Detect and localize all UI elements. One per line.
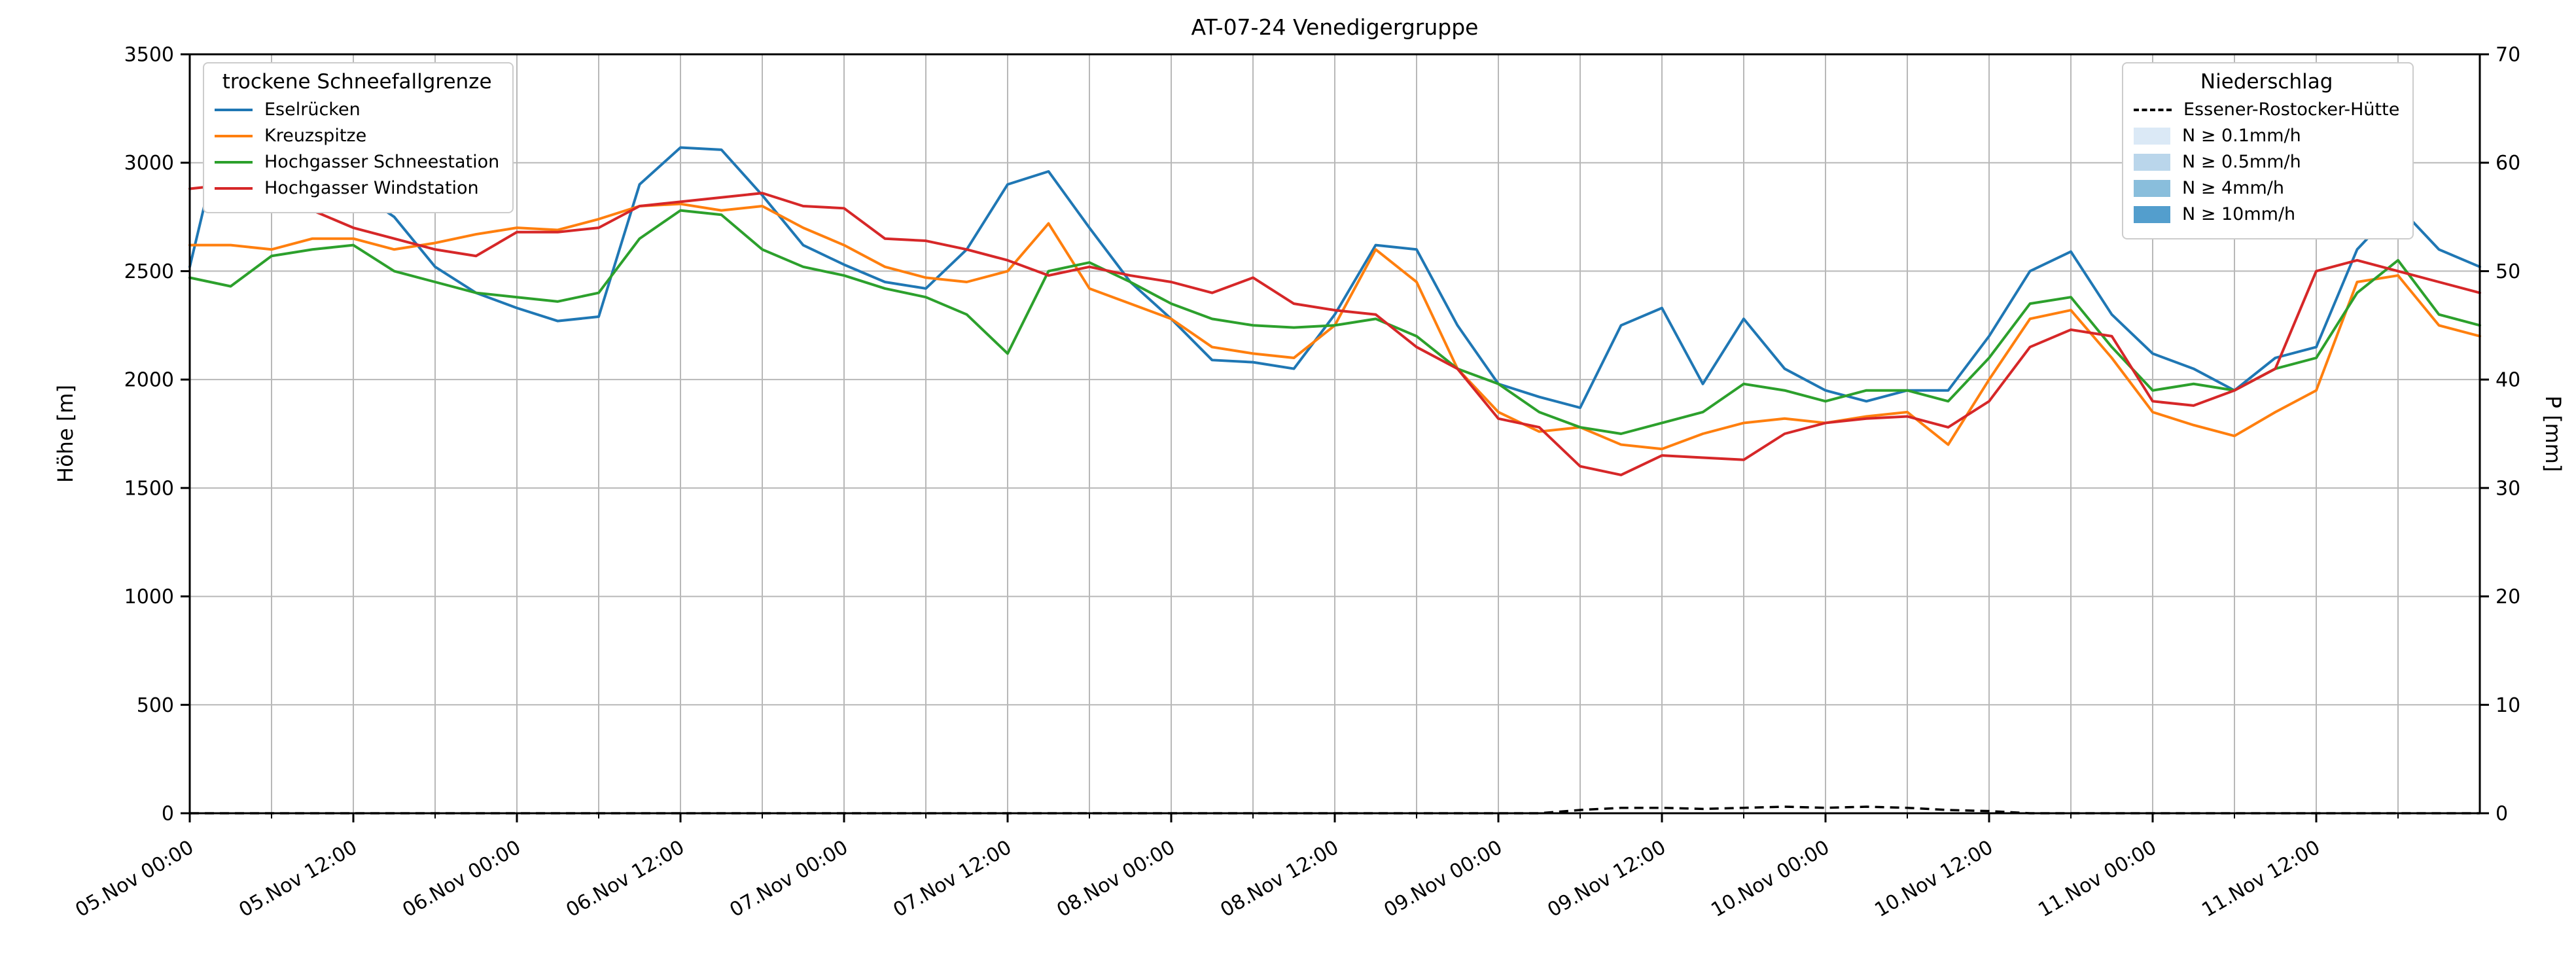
y-axis-label-right: P [mm] bbox=[2541, 395, 2566, 472]
legend-line-swatch bbox=[215, 186, 253, 190]
legend-item-label: Kreuzspitze bbox=[264, 126, 367, 146]
y-tick-label-left: 2500 bbox=[124, 260, 174, 283]
x-tick-label: 06.Nov 00:00 bbox=[398, 836, 525, 922]
y-tick-label-right: 0 bbox=[2496, 803, 2508, 826]
y-tick-label-left: 0 bbox=[162, 803, 174, 826]
y-axis-label-left: Höhe [m] bbox=[53, 385, 78, 483]
legend-item-label: N ≥ 0.5mm/h bbox=[2182, 152, 2301, 172]
legend-line-swatch bbox=[215, 160, 253, 164]
y-tick-label-left: 3500 bbox=[124, 44, 174, 67]
legend-precipitation-items: Essener-Rostocker-Hütte N ≥ 0.1mm/h N ≥ 0.… bbox=[2134, 99, 2399, 224]
legend-precipitation-title: Niederschlag bbox=[2200, 70, 2333, 94]
legend-item-label: N ≥ 10mm/h bbox=[2182, 204, 2296, 224]
legend-item-station-line: Essener-Rostocker-Hütte bbox=[2134, 99, 2399, 120]
legend-item-precip-class-2: N ≥ 4mm/h bbox=[2134, 178, 2399, 198]
x-tick-label: 07.Nov 12:00 bbox=[889, 836, 1015, 922]
y-tick-label-right: 60 bbox=[2496, 152, 2520, 175]
x-tick-label: 10.Nov 12:00 bbox=[1871, 836, 1997, 922]
legend-item-precip-class-0: N ≥ 0.1mm/h bbox=[2134, 126, 2399, 146]
series-line-eselruecken bbox=[188, 94, 2481, 410]
y-tick-label-left: 2000 bbox=[124, 369, 174, 392]
legend-patch-swatch bbox=[2134, 153, 2170, 171]
x-tick-label: 08.Nov 00:00 bbox=[1053, 836, 1179, 922]
y-tick-label-right: 20 bbox=[2496, 586, 2520, 608]
legend-item-label: Eselrücken bbox=[264, 99, 361, 120]
series-line-hochgasser-schneestation bbox=[188, 209, 2481, 435]
x-tick-label: 05.Nov 00:00 bbox=[71, 836, 198, 922]
y-tick-label-left: 3000 bbox=[124, 152, 174, 175]
y-tick-label-right: 50 bbox=[2496, 260, 2520, 283]
x-tick-label: 11.Nov 00:00 bbox=[2034, 836, 2161, 922]
legend-patch-swatch bbox=[2134, 179, 2170, 197]
legend-item-label: Hochgasser Schneestation bbox=[264, 152, 500, 172]
legend-snowline-items: Eselrücken Kreuzspitze Hochgasser Schneest… bbox=[215, 99, 499, 198]
legend-line-swatch bbox=[215, 134, 253, 137]
legend-snowline-title: trockene Schneefallgrenze bbox=[222, 70, 492, 94]
legend-item-label: N ≥ 0.1mm/h bbox=[2182, 126, 2301, 146]
x-tick-label: 07.Nov 00:00 bbox=[726, 836, 852, 922]
legend-dashed-line-swatch bbox=[2134, 108, 2172, 111]
legend-snowline: trockene Schneefallgrenze Eselrücken Kreu… bbox=[203, 62, 514, 213]
legend-item-hochgasser-windstation: Hochgasser Windstation bbox=[215, 178, 499, 198]
y-tick-label-right: 40 bbox=[2496, 369, 2520, 392]
x-tick-label: 06.Nov 12:00 bbox=[562, 836, 688, 922]
legend-patch-swatch bbox=[2134, 127, 2170, 145]
legend-patch-swatch bbox=[2134, 205, 2170, 223]
legend-item-label: N ≥ 4mm/h bbox=[2182, 178, 2284, 198]
legend-item-precip-class-1: N ≥ 0.5mm/h bbox=[2134, 152, 2399, 172]
x-tick-label: 10.Nov 00:00 bbox=[1707, 836, 1833, 922]
x-tick-label: 11.Nov 12:00 bbox=[2198, 836, 2324, 922]
legend-precipitation: Niederschlag Essener-Rostocker-Hütte N ≥ … bbox=[2122, 62, 2414, 239]
y-tick-label-left: 1000 bbox=[124, 586, 174, 608]
y-tick-label-right: 70 bbox=[2496, 44, 2520, 67]
y-tick-label-right: 30 bbox=[2496, 477, 2520, 500]
series-line-hochgasser-windstation bbox=[188, 166, 2481, 476]
x-tick-label: 09.Nov 12:00 bbox=[1544, 836, 1670, 922]
legend-line-swatch bbox=[215, 108, 253, 111]
legend-item-hochgasser-schneestation: Hochgasser Schneestation bbox=[215, 152, 499, 172]
legend-item-precip-class-3: N ≥ 10mm/h bbox=[2134, 204, 2399, 224]
x-tick-label: 08.Nov 12:00 bbox=[1216, 836, 1343, 922]
legend-item-label: Essener-Rostocker-Hütte bbox=[2183, 99, 2400, 120]
legend-item-eselruecken: Eselrücken bbox=[215, 99, 499, 120]
y-tick-label-right: 10 bbox=[2496, 694, 2520, 717]
y-tick-label-left: 1500 bbox=[124, 477, 174, 500]
legend-item-kreuzspitze: Kreuzspitze bbox=[215, 126, 499, 146]
chart-title: AT-07-24 Venedigergruppe bbox=[1191, 14, 1479, 40]
x-tick-label: 05.Nov 12:00 bbox=[235, 836, 361, 922]
y-tick-label-left: 500 bbox=[137, 694, 174, 717]
legend-item-label: Hochgasser Windstation bbox=[264, 178, 479, 198]
x-tick-label: 09.Nov 00:00 bbox=[1380, 836, 1506, 922]
